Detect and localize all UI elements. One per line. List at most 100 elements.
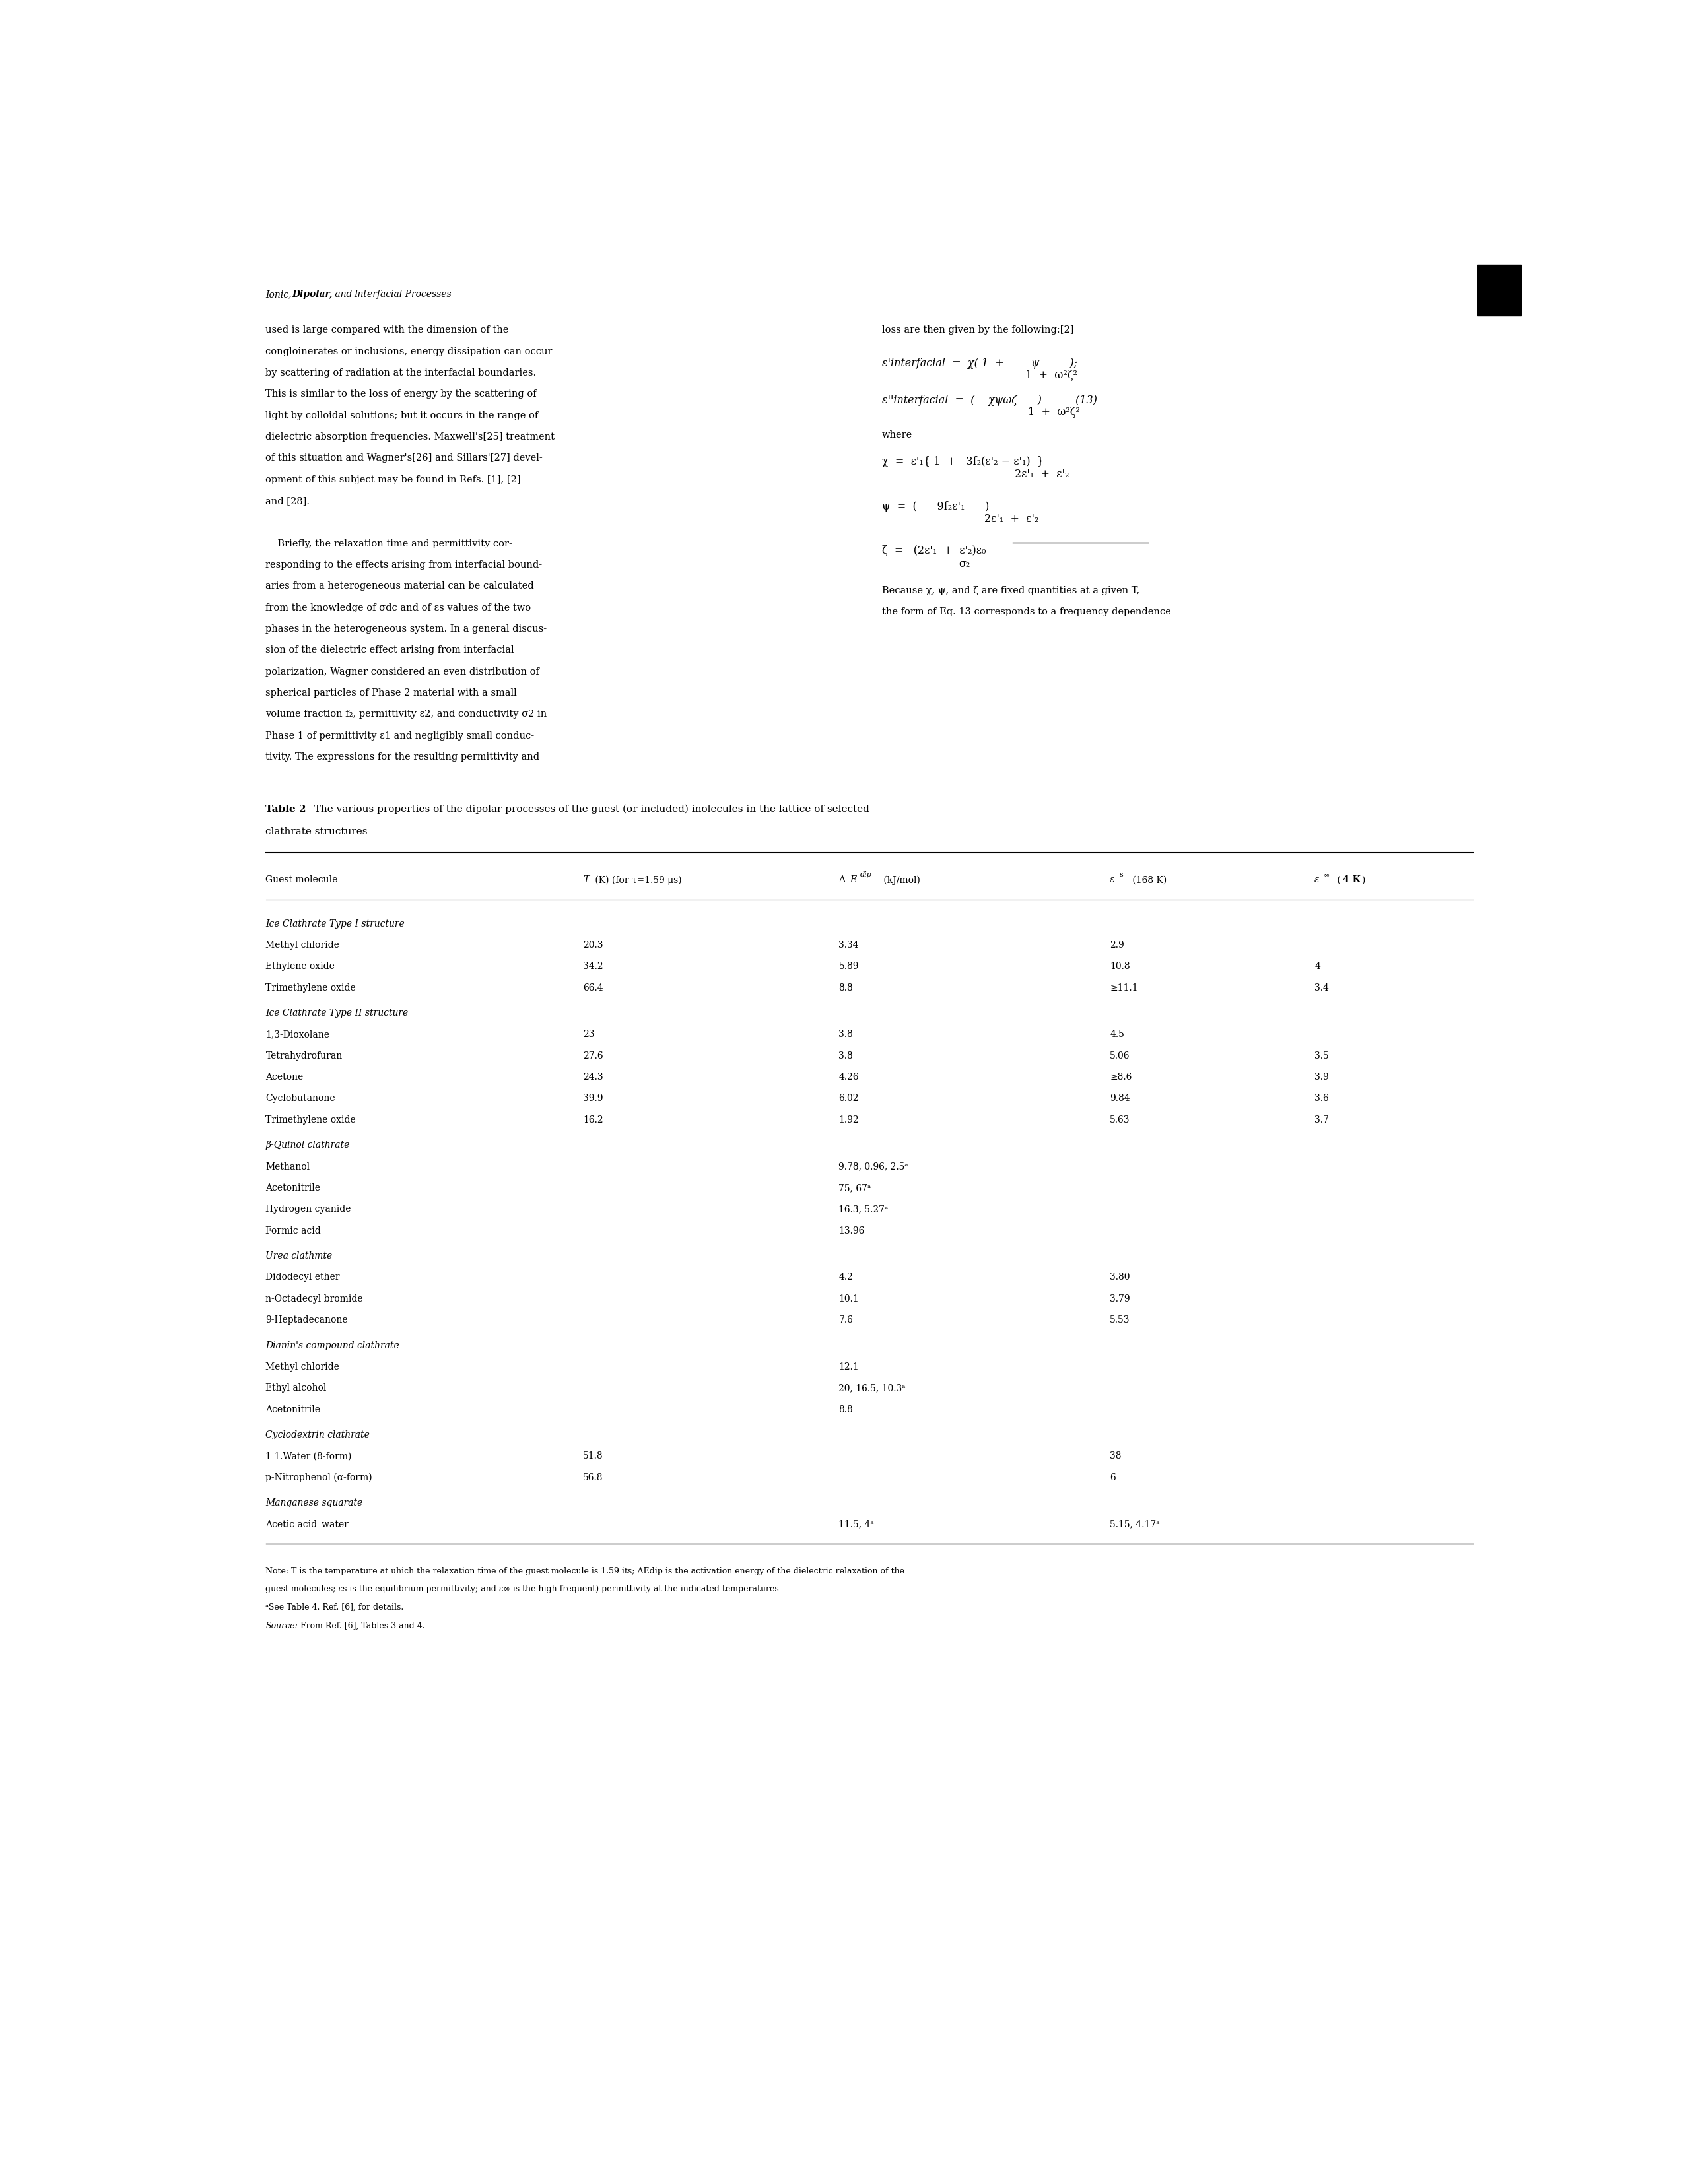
Text: guest molecules; εs is the equilibrium permittivity; and ε∞ is the high-frequent: guest molecules; εs is the equilibrium p… bbox=[266, 1586, 778, 1594]
Text: 66.4: 66.4 bbox=[583, 983, 604, 992]
Text: 3.79: 3.79 bbox=[1109, 1295, 1130, 1304]
Text: 3.34: 3.34 bbox=[840, 941, 858, 950]
Text: (: ( bbox=[1335, 876, 1340, 885]
Text: 11.5, 4ᵃ: 11.5, 4ᵃ bbox=[840, 1520, 873, 1529]
Text: Cyclodextrin clathrate: Cyclodextrin clathrate bbox=[266, 1431, 370, 1439]
Text: Cyclobutanone: Cyclobutanone bbox=[266, 1094, 336, 1103]
Text: 3.80: 3.80 bbox=[1109, 1273, 1130, 1282]
Text: Manganese squarate: Manganese squarate bbox=[266, 1498, 363, 1507]
Text: 3.4: 3.4 bbox=[1314, 983, 1330, 992]
Text: by scattering of radiation at the interfacial boundaries.: by scattering of radiation at the interf… bbox=[266, 369, 536, 378]
Text: Acetic acid–water: Acetic acid–water bbox=[266, 1520, 349, 1529]
Text: n-Octadecyl bromide: n-Octadecyl bromide bbox=[266, 1295, 363, 1304]
Text: clathrate structures: clathrate structures bbox=[266, 828, 368, 836]
Text: 12.1: 12.1 bbox=[840, 1363, 860, 1372]
Text: (kJ/mol): (kJ/mol) bbox=[880, 876, 921, 885]
Text: where: where bbox=[882, 430, 912, 439]
Text: s: s bbox=[1119, 871, 1123, 878]
Text: Formic acid: Formic acid bbox=[266, 1225, 321, 1236]
Text: Ice Clathrate Type I structure: Ice Clathrate Type I structure bbox=[266, 919, 405, 928]
Text: loss are then given by the following:[2]: loss are then given by the following:[2] bbox=[882, 325, 1074, 334]
Text: Methyl chloride: Methyl chloride bbox=[266, 941, 339, 950]
Text: used is large compared with the dimension of the: used is large compared with the dimensio… bbox=[266, 325, 509, 334]
Text: Hydrogen cyanide: Hydrogen cyanide bbox=[266, 1206, 351, 1214]
Text: T: T bbox=[583, 876, 589, 885]
Text: congloinerates or inclusions, energy dissipation can occur: congloinerates or inclusions, energy dis… bbox=[266, 347, 553, 356]
Text: Ionic,: Ionic, bbox=[266, 290, 295, 299]
Text: 3.6: 3.6 bbox=[1314, 1094, 1330, 1103]
Text: 6: 6 bbox=[1109, 1472, 1116, 1483]
Text: 75, 67ᵃ: 75, 67ᵃ bbox=[840, 1184, 872, 1192]
Text: Interfacial Processes: Interfacial Processes bbox=[354, 290, 451, 299]
Text: 5.06: 5.06 bbox=[1109, 1051, 1130, 1061]
Text: Ice Clathrate Type II structure: Ice Clathrate Type II structure bbox=[266, 1009, 409, 1018]
Text: ε: ε bbox=[1314, 876, 1319, 885]
Text: p-Nitrophenol (α-form): p-Nitrophenol (α-form) bbox=[266, 1472, 373, 1483]
Text: dip: dip bbox=[860, 871, 872, 878]
Text: 39.9: 39.9 bbox=[583, 1094, 604, 1103]
Text: 3.5: 3.5 bbox=[1314, 1051, 1330, 1061]
Text: Acetonitrile: Acetonitrile bbox=[266, 1404, 321, 1415]
Text: (K) (for τ=1.59 μs): (K) (for τ=1.59 μs) bbox=[592, 876, 682, 885]
Text: Methyl chloride: Methyl chloride bbox=[266, 1363, 339, 1372]
Text: from the knowledge of σdc and of εs values of the two: from the knowledge of σdc and of εs valu… bbox=[266, 603, 531, 612]
Text: Δ: Δ bbox=[840, 876, 845, 885]
Text: 4.2: 4.2 bbox=[840, 1273, 853, 1282]
Text: 51.8: 51.8 bbox=[583, 1452, 604, 1461]
Text: 38: 38 bbox=[1109, 1452, 1121, 1461]
Text: Dianin's compound clathrate: Dianin's compound clathrate bbox=[266, 1341, 400, 1350]
Text: E: E bbox=[850, 876, 856, 885]
Text: Acetone: Acetone bbox=[266, 1072, 304, 1081]
Text: 20.3: 20.3 bbox=[583, 941, 604, 950]
Text: 8.8: 8.8 bbox=[840, 1404, 853, 1415]
Text: dielectric absorption frequencies. Maxwell's[25] treatment: dielectric absorption frequencies. Maxwe… bbox=[266, 432, 555, 441]
Text: β-Quinol clathrate: β-Quinol clathrate bbox=[266, 1140, 349, 1151]
Text: The various properties of the dipolar processes of the guest (or included) inole: The various properties of the dipolar pr… bbox=[307, 804, 870, 815]
Text: Dipolar,: Dipolar, bbox=[292, 290, 332, 299]
Text: ∞: ∞ bbox=[1325, 871, 1330, 878]
Text: ≥8.6: ≥8.6 bbox=[1109, 1072, 1131, 1081]
Text: From Ref. [6], Tables 3 and 4.: From Ref. [6], Tables 3 and 4. bbox=[297, 1621, 424, 1629]
Text: 1 1.Water (8-form): 1 1.Water (8-form) bbox=[266, 1452, 351, 1461]
Text: 1  +  ω²ζ²: 1 + ω²ζ² bbox=[1028, 406, 1080, 417]
Text: 13.96: 13.96 bbox=[840, 1225, 865, 1236]
Text: 8.8: 8.8 bbox=[840, 983, 853, 992]
Text: 5.63: 5.63 bbox=[1109, 1116, 1130, 1125]
Text: 5.53: 5.53 bbox=[1109, 1315, 1130, 1326]
Text: 10.1: 10.1 bbox=[840, 1295, 860, 1304]
Text: spherical particles of Phase 2 material with a small: spherical particles of Phase 2 material … bbox=[266, 688, 517, 697]
Text: 1  +  ω²ζ²: 1 + ω²ζ² bbox=[1026, 369, 1077, 380]
Text: Ethyl alcohol: Ethyl alcohol bbox=[266, 1385, 327, 1393]
Text: 5.15, 4.17ᵃ: 5.15, 4.17ᵃ bbox=[1109, 1520, 1160, 1529]
Text: 3.7: 3.7 bbox=[1314, 1116, 1330, 1125]
Text: ε: ε bbox=[1109, 876, 1114, 885]
Text: opment of this subject may be found in Refs. [1], [2]: opment of this subject may be found in R… bbox=[266, 476, 521, 485]
Text: ζ  =   (2ε'₁  +  ε'₂)ε₀: ζ = (2ε'₁ + ε'₂)ε₀ bbox=[882, 546, 985, 557]
Text: 16.3, 5.27ᵃ: 16.3, 5.27ᵃ bbox=[840, 1206, 889, 1214]
Text: 9.78, 0.96, 2.5ᵃ: 9.78, 0.96, 2.5ᵃ bbox=[840, 1162, 909, 1171]
Text: ᵃSee Table 4. Ref. [6], for details.: ᵃSee Table 4. Ref. [6], for details. bbox=[266, 1603, 404, 1612]
Text: phases in the heterogeneous system. In a general discus-: phases in the heterogeneous system. In a… bbox=[266, 625, 548, 633]
Text: of this situation and Wagner's[26] and Sillars'[27] devel-: of this situation and Wagner's[26] and S… bbox=[266, 454, 543, 463]
Text: 3.9: 3.9 bbox=[1314, 1072, 1330, 1081]
Text: 27.6: 27.6 bbox=[583, 1051, 604, 1061]
Text: Ethylene oxide: Ethylene oxide bbox=[266, 961, 334, 972]
Text: Source:: Source: bbox=[266, 1621, 298, 1629]
Text: 3.8: 3.8 bbox=[840, 1051, 853, 1061]
Text: 20, 16.5, 10.3ᵃ: 20, 16.5, 10.3ᵃ bbox=[840, 1385, 906, 1393]
Text: 5.89: 5.89 bbox=[840, 961, 858, 972]
Text: 6.02: 6.02 bbox=[840, 1094, 858, 1103]
Text: the form of Eq. 13 corresponds to a frequency dependence: the form of Eq. 13 corresponds to a freq… bbox=[882, 607, 1170, 616]
Text: 16.2: 16.2 bbox=[583, 1116, 604, 1125]
Text: 34.2: 34.2 bbox=[583, 961, 604, 972]
Text: Note: T is the temperature at uhich the relaxation time of the guest molecule is: Note: T is the temperature at uhich the … bbox=[266, 1566, 904, 1575]
Text: ≥11.1: ≥11.1 bbox=[1109, 983, 1138, 992]
Text: responding to the effects arising from interfacial bound-: responding to the effects arising from i… bbox=[266, 561, 543, 570]
Text: 9-Heptadecanone: 9-Heptadecanone bbox=[266, 1315, 348, 1326]
Text: This is similar to the loss of energy by the scattering of: This is similar to the loss of energy by… bbox=[266, 389, 538, 400]
Text: Briefly, the relaxation time and permittivity cor-: Briefly, the relaxation time and permitt… bbox=[266, 539, 512, 548]
Text: 3.8: 3.8 bbox=[840, 1031, 853, 1040]
Text: 7.6: 7.6 bbox=[840, 1315, 853, 1326]
Text: 1,3-Dioxolane: 1,3-Dioxolane bbox=[266, 1031, 329, 1040]
Text: 4: 4 bbox=[1314, 961, 1321, 972]
